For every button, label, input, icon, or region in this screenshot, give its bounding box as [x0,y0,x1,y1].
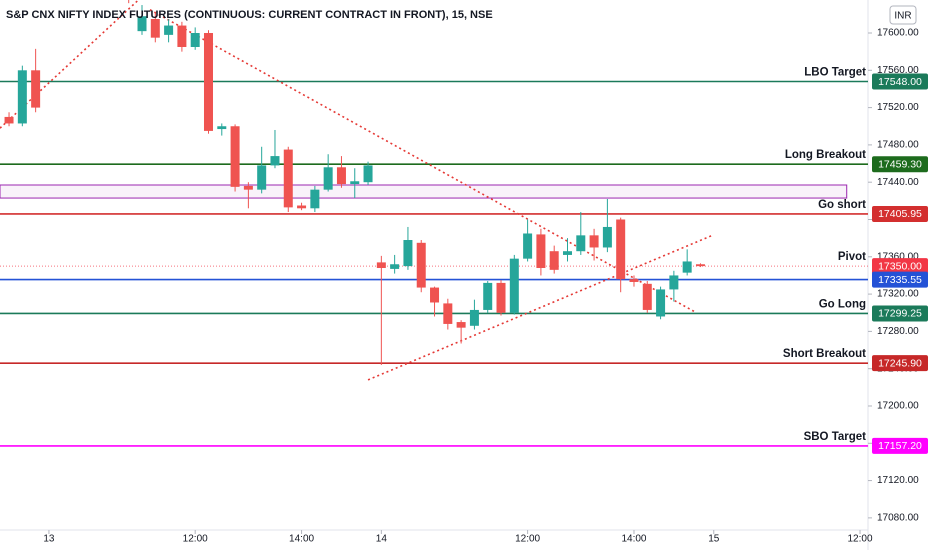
level-name: Pivot [838,251,866,263]
zone-rectangle [0,184,848,199]
y-tick-label: 17200.00 [877,401,919,412]
level-value-label: 17459.30 [878,158,922,170]
candle-body [257,165,267,190]
candle-body [602,226,612,248]
x-tick-label: 12:00 [515,534,540,545]
level-name: SBO Target [804,431,867,443]
candle-body [682,261,692,273]
candle-body [416,242,426,288]
level-value-label: 17157.20 [878,440,922,452]
candle-body [230,126,240,187]
y-tick-label: 17360.00 [877,251,919,262]
level-value-box [872,305,928,322]
candle-body [469,309,479,326]
level-value-label: 17548.00 [878,76,922,88]
candle-body [164,25,174,35]
candle-body [616,219,626,280]
x-tick-label: 14:00 [621,534,646,545]
level-value-box [872,156,928,173]
level-name: Long Breakout [785,149,866,161]
level-value-label: 17350.00 [878,260,922,272]
candle-body [310,189,320,209]
x-tick-label: 12:00 [183,534,208,545]
x-tick-label: 14 [376,534,388,545]
candle-body [270,156,280,166]
candle-body [150,19,160,38]
x-tick-label: 15 [708,534,720,545]
y-tick-label: 17480.00 [877,140,919,151]
candle-body [17,70,27,124]
candle-body [430,287,440,303]
currency: INR [894,11,911,22]
y-tick-label: 17280.00 [877,326,919,337]
y-tick-label: 17560.00 [877,65,919,76]
candle-body [549,251,559,270]
candle-body [323,167,333,190]
y-tick-label: 17440.00 [877,177,919,188]
candle-body [243,185,253,190]
plot-area [0,0,868,447]
y-tick-label: 17600.00 [877,28,919,39]
candle-body [283,149,293,208]
level-name: Short Breakout [783,348,866,360]
level-value-label: 17245.90 [878,357,922,369]
candle-body [376,262,386,268]
level-name: LBO Target [804,67,866,79]
level-value-label: 17405.95 [878,208,922,220]
candle-body [589,235,599,248]
y-tick-label: 17080.00 [877,513,919,524]
level-value-box [872,205,928,222]
x-tick-label: 14:00 [289,534,314,545]
y-tick-label: 17520.00 [877,102,919,113]
level-name: Go short [818,199,866,211]
candle-body [31,70,41,108]
candle-body [390,264,400,269]
level-name: Go Long [819,298,866,310]
candle-body [137,16,147,32]
level-value-label: 17335.55 [878,274,922,286]
y-tick-label: 17320.00 [877,289,919,300]
level-value-box [872,271,928,288]
candle-body [562,251,572,255]
level-value-box [872,437,928,454]
candle-body [4,116,14,124]
candle-body [443,303,453,324]
candle-body [403,240,413,267]
candle-body [190,33,200,47]
candle-body [629,279,639,282]
candle-body [350,181,360,185]
level-value-box [872,355,928,372]
candle-body [363,165,373,183]
candle-body [695,264,705,267]
level-value-box [872,73,928,90]
candle-body [336,167,346,185]
level-value-box [872,258,928,275]
candle-body [536,234,546,268]
level-value-label: 17299.25 [878,308,922,320]
candle-body [496,282,506,313]
candle-body [656,289,666,317]
x-tick-label: 12:00 [848,534,873,545]
chart-title: S&P CNX NIFTY INDEX FUTURES (CONTINUOUS:… [6,9,493,21]
candle-body [669,275,679,290]
currency-box [889,5,917,25]
candle-body [576,235,586,252]
axes: 17080.0017120.0017160.0017200.0017240.00… [43,28,928,545]
candle-body [642,283,652,310]
trend-line [149,8,697,314]
candle-body [523,233,533,259]
candle-body [456,322,466,328]
candle-body [217,126,227,130]
candle-body [177,25,187,47]
candle-body [297,205,307,209]
trend-line [367,234,713,381]
candle-body [509,258,519,313]
y-tick-label: 17120.00 [877,475,919,486]
candle-body [483,282,493,310]
candle-body [203,33,213,131]
x-tick-label: 13 [43,534,55,545]
